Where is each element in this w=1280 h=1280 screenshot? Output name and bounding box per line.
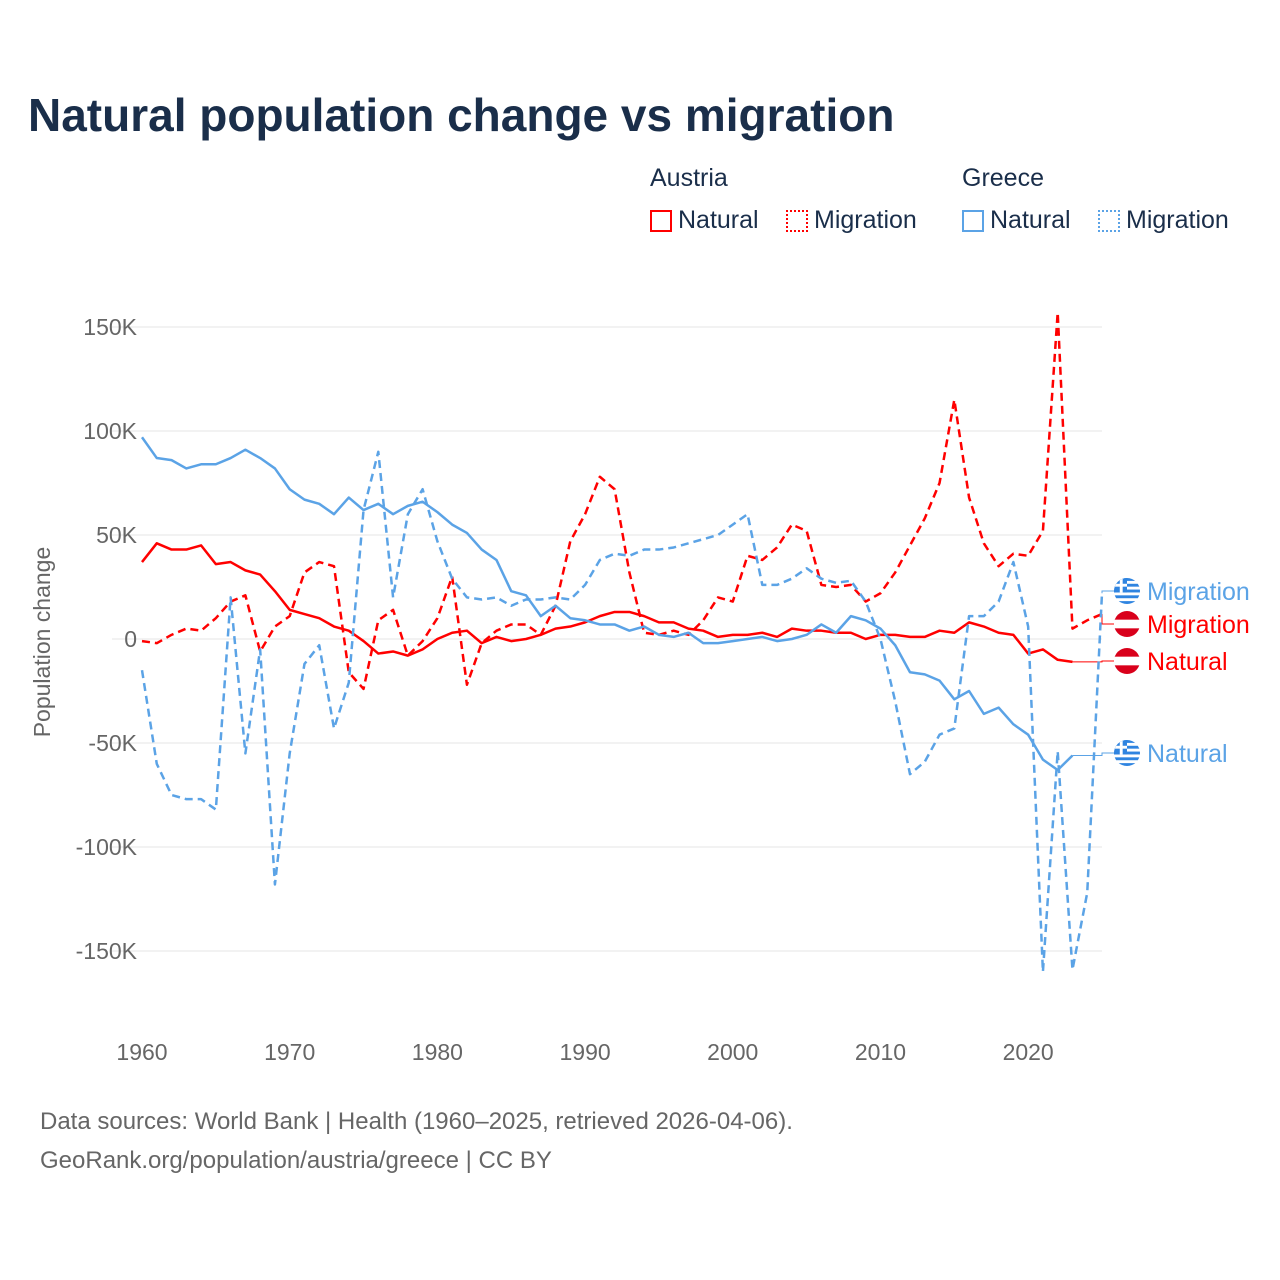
end-label-greece-natural: Natural <box>1147 740 1228 768</box>
end-label-austria-migration: Migration <box>1147 611 1250 639</box>
x-tick-label: 1960 <box>116 1039 167 1065</box>
legend-label: Migration <box>1126 206 1229 234</box>
end-label-connector <box>1101 590 1114 594</box>
footer-sources: Data sources: World Bank | Health (1960–… <box>40 1108 793 1135</box>
y-tick-label: 0 <box>124 626 137 652</box>
legend-label: Natural <box>990 206 1071 234</box>
legend-greece-natural[interactable]: Natural <box>962 206 1071 235</box>
x-tick-label: 2000 <box>707 1039 758 1065</box>
x-tick-label: 2010 <box>855 1039 906 1065</box>
series-line-greece-migration <box>140 450 1104 974</box>
legend-swatch-dashed <box>786 209 808 232</box>
legend-swatch-dashed <box>1098 209 1120 232</box>
end-label-connector <box>1101 614 1114 625</box>
legend-greece-migration[interactable]: Migration <box>1098 206 1229 235</box>
legend-label: Natural <box>678 206 759 234</box>
legend-group-greece: Greece <box>962 164 1044 192</box>
y-tick-label: 150K <box>83 314 137 340</box>
y-tick-label: -150K <box>76 938 138 964</box>
legend-austria-migration[interactable]: Migration <box>786 206 917 235</box>
y-tick-label: -50K <box>88 730 137 756</box>
end-label-greece-migration: Migration <box>1147 578 1250 606</box>
end-label-austria-natural: Natural <box>1147 648 1228 676</box>
x-tick-label: 1970 <box>264 1039 315 1065</box>
x-tick-label: 1990 <box>559 1039 610 1065</box>
series-line-austria-migration <box>141 311 1103 691</box>
y-tick-label: -100K <box>76 834 138 860</box>
legend-label: Migration <box>814 206 917 234</box>
y-tick-label: 50K <box>96 522 138 548</box>
y-axis-label: Population change <box>29 547 55 738</box>
x-tick-label: 2020 <box>1003 1039 1054 1065</box>
greece-flag-icon <box>1114 578 1140 604</box>
x-tick-label: 1980 <box>412 1039 463 1065</box>
footer-link[interactable]: GeoRank.org/population/austria/greece | … <box>40 1147 552 1174</box>
series-line-greece-natural <box>140 436 1074 772</box>
legend-swatch-solid <box>962 209 984 232</box>
legend-swatch-solid <box>650 209 672 232</box>
austria-flag-icon <box>1114 648 1140 674</box>
y-tick-label: 100K <box>83 418 137 444</box>
greece-flag-icon <box>1114 740 1140 766</box>
legend-group-austria: Austria <box>650 164 728 192</box>
chart-title: Natural population change vs migration <box>28 89 895 141</box>
series-line-austria-natural <box>141 542 1073 664</box>
legend-austria-natural[interactable]: Natural <box>650 206 759 235</box>
end-label-connector <box>1072 660 1114 663</box>
austria-flag-icon <box>1114 611 1140 637</box>
end-label-connector <box>1072 752 1114 756</box>
